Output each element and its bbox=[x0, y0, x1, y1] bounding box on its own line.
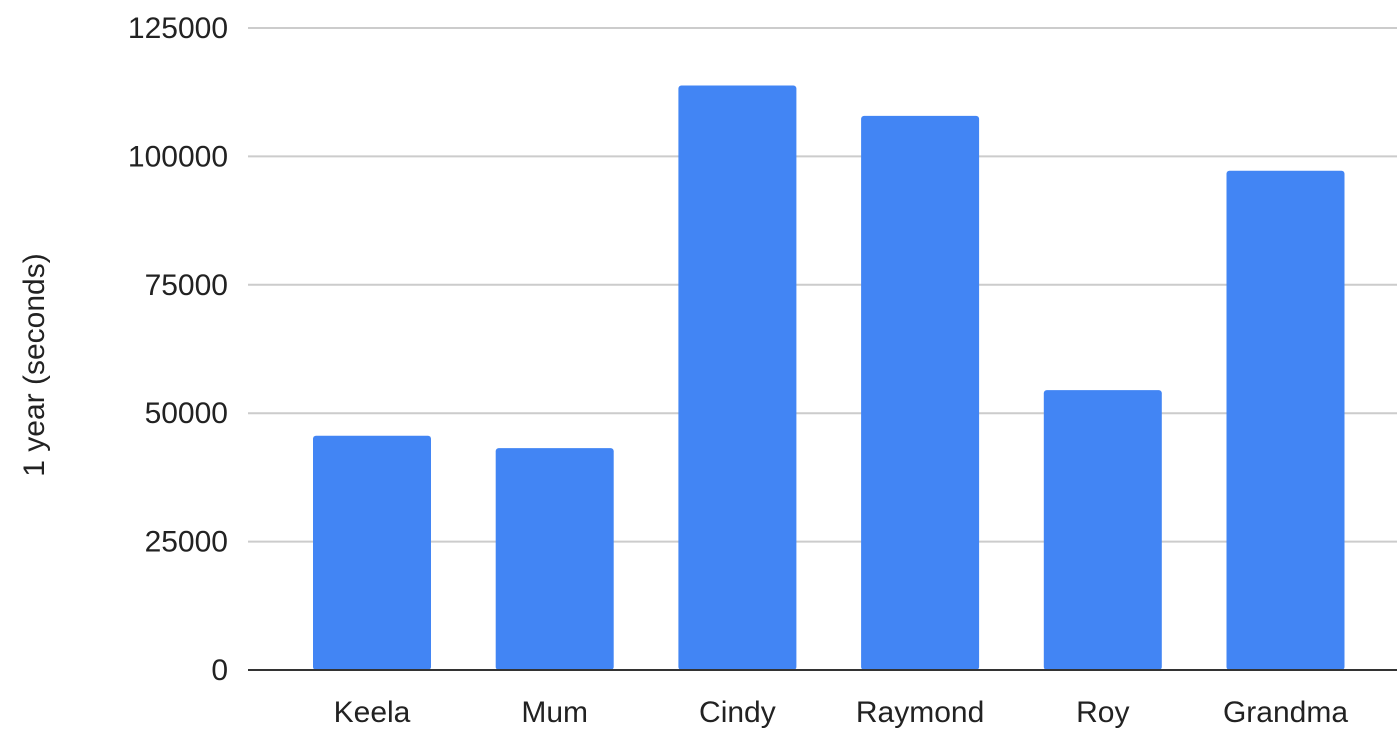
x-category-label: Roy bbox=[1076, 696, 1129, 729]
y-tick-label: 125000 bbox=[128, 12, 228, 45]
x-axis-categories: Keela Mum Cindy Raymond Roy Grandma bbox=[334, 696, 1349, 729]
bar bbox=[313, 435, 431, 670]
y-axis-title: 1 year (seconds) bbox=[18, 253, 51, 476]
y-tick-label: 0 bbox=[211, 654, 228, 687]
gridlines bbox=[248, 27, 1397, 543]
x-category-label: Cindy bbox=[699, 696, 776, 729]
y-tick-label: 25000 bbox=[145, 526, 228, 559]
y-tick-label: 50000 bbox=[145, 397, 228, 430]
bar bbox=[861, 115, 980, 670]
bar bbox=[678, 85, 797, 671]
bar bbox=[495, 448, 614, 670]
x-category-label: Grandma bbox=[1223, 696, 1348, 729]
bar bbox=[1226, 170, 1345, 670]
x-category-label: Keela bbox=[334, 696, 411, 729]
y-tick-label: 100000 bbox=[128, 140, 228, 173]
y-tick-label: 75000 bbox=[145, 269, 228, 302]
bars bbox=[313, 85, 1345, 671]
x-category-label: Raymond bbox=[856, 696, 984, 729]
x-category-label: Mum bbox=[521, 696, 588, 729]
y-axis-ticks: 0 25000 50000 75000 100000 125000 bbox=[128, 12, 228, 687]
bar bbox=[1043, 390, 1162, 670]
